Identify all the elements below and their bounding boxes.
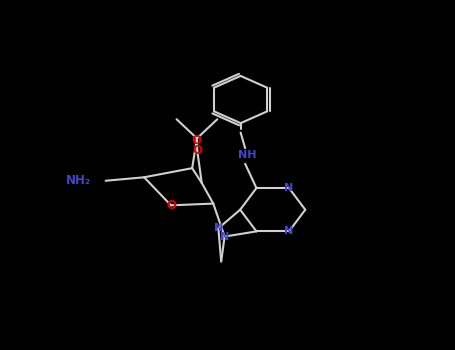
Text: NH: NH: [238, 150, 257, 160]
Text: NH₂: NH₂: [66, 174, 91, 187]
Text: N: N: [214, 223, 223, 233]
Text: O: O: [166, 199, 176, 212]
Text: O: O: [192, 134, 202, 147]
Text: N: N: [284, 183, 293, 193]
Text: N: N: [220, 232, 229, 242]
Text: N: N: [284, 226, 293, 236]
Text: O: O: [192, 144, 202, 157]
